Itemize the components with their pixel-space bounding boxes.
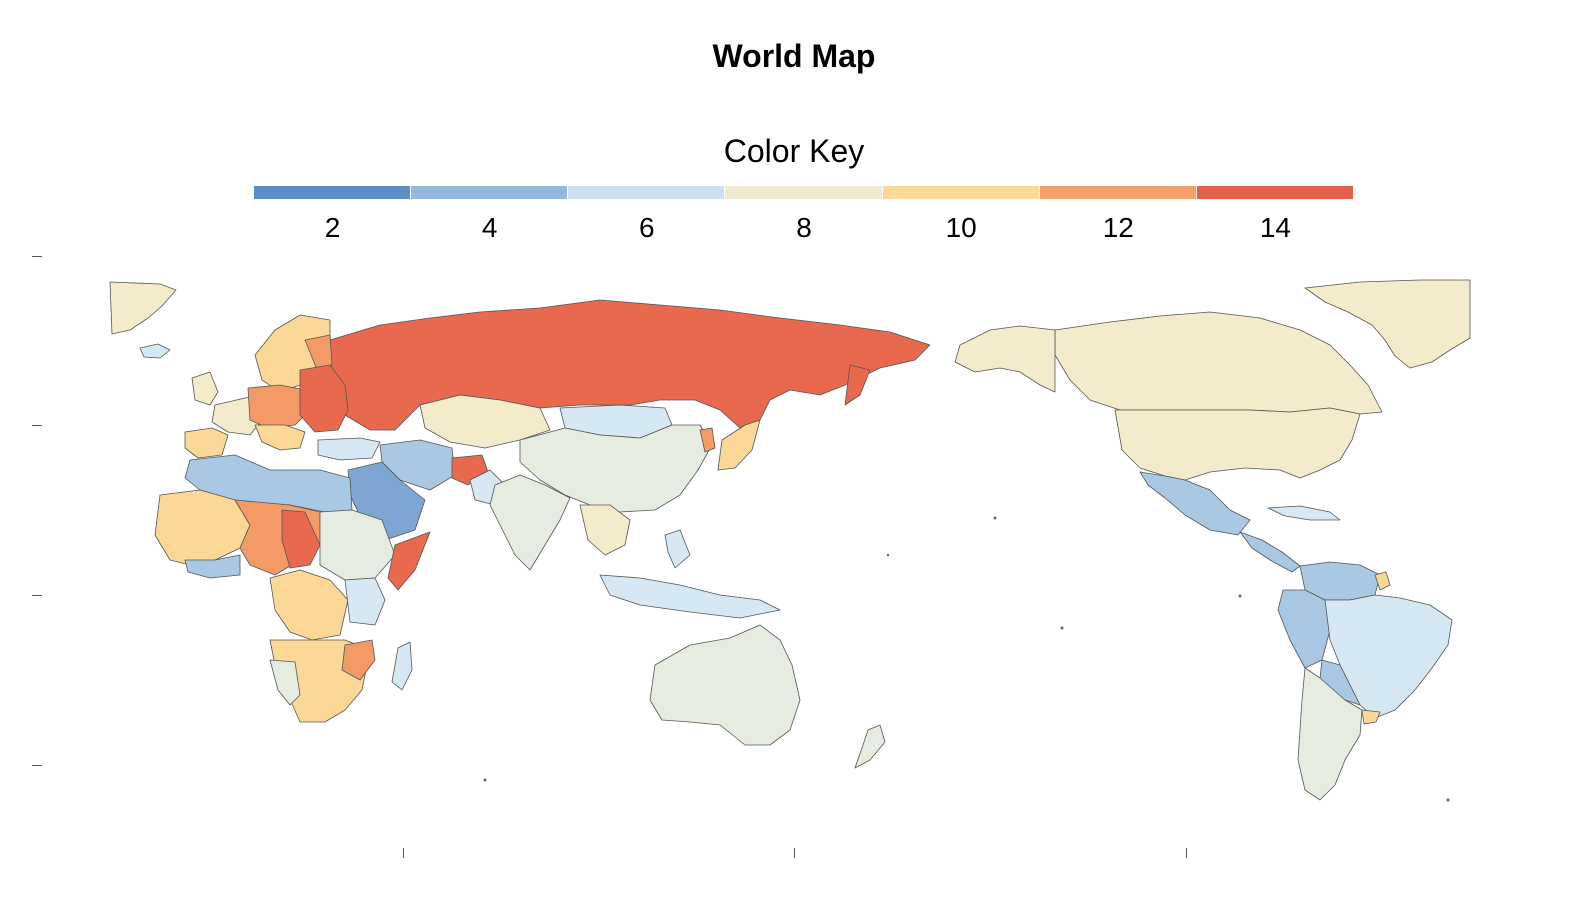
color-key-label: 14 [1259, 212, 1291, 243]
color-key-bar [254, 186, 1354, 199]
region-alaska [954, 325, 1056, 393]
island-dot [1238, 594, 1242, 598]
region-caribbean [1267, 505, 1341, 521]
region-central-africa [269, 569, 349, 641]
region-chad [281, 509, 321, 569]
region-uk [191, 371, 219, 406]
color-key-swatch [882, 186, 1040, 199]
x-tick [1186, 848, 1187, 858]
island-dot [1060, 626, 1064, 630]
region-philippines [664, 529, 691, 569]
region-somalia [387, 531, 431, 591]
region-argentina [1297, 667, 1363, 801]
region-guinea-coast [184, 554, 241, 579]
region-iberia [184, 427, 229, 459]
map-title: World Map [712, 38, 876, 74]
region-greenland [1304, 279, 1471, 369]
region-korea [699, 427, 716, 453]
region-central-america [1239, 531, 1301, 573]
island-dot [993, 516, 997, 520]
color-key-swatch [1039, 186, 1197, 199]
region-australia [649, 624, 801, 746]
color-key-swatch [411, 186, 569, 199]
color-key-label: 4 [481, 212, 498, 243]
region-mexico [1139, 471, 1251, 536]
y-tick [32, 765, 42, 766]
x-tick [794, 848, 795, 858]
region-kamchatka [844, 364, 871, 406]
region-namibia [269, 659, 301, 706]
color-key-swatch [568, 186, 726, 199]
region-east-europe [299, 364, 349, 433]
region-turkey [317, 437, 381, 461]
island-dot [886, 553, 890, 557]
y-tick [32, 595, 42, 596]
color-key-swatch [1196, 186, 1354, 199]
region-se-asia [579, 504, 631, 556]
region-sudan [319, 509, 396, 581]
region-china [519, 424, 713, 513]
region-peru [1277, 589, 1331, 669]
y-tick [32, 425, 42, 426]
x-tick [403, 848, 404, 858]
color-key-label: 2 [324, 212, 341, 243]
region-east-africa [344, 577, 386, 626]
region-canada [1054, 311, 1383, 415]
y-tick [32, 256, 42, 257]
color-key-label: 10 [945, 212, 977, 243]
region-iceland [139, 343, 171, 359]
color-key-swatch [725, 186, 883, 199]
region-usa [1114, 407, 1361, 481]
region-indonesia [599, 574, 781, 619]
color-key-swatch [254, 186, 412, 199]
region-balkans [254, 424, 306, 451]
region-finland [304, 334, 333, 373]
region-mozambique [341, 639, 376, 681]
color-key-label: 12 [1102, 212, 1134, 243]
region-japan [717, 419, 761, 471]
region-new-zealand [854, 724, 886, 769]
island-dot [1446, 798, 1450, 802]
region-west-africa [154, 489, 251, 566]
region-guyana [1374, 571, 1391, 591]
region-madagascar [391, 641, 413, 691]
color-key-label: 8 [796, 212, 812, 243]
region-uruguay [1361, 709, 1381, 725]
color-key-label: 6 [639, 212, 655, 243]
legend-title: Color Key [723, 133, 865, 169]
region-kazakhstan [419, 394, 551, 449]
region-russia [317, 299, 931, 431]
region-greenland-wrap [109, 281, 177, 335]
region-india [489, 474, 571, 571]
island-dot [483, 778, 487, 782]
